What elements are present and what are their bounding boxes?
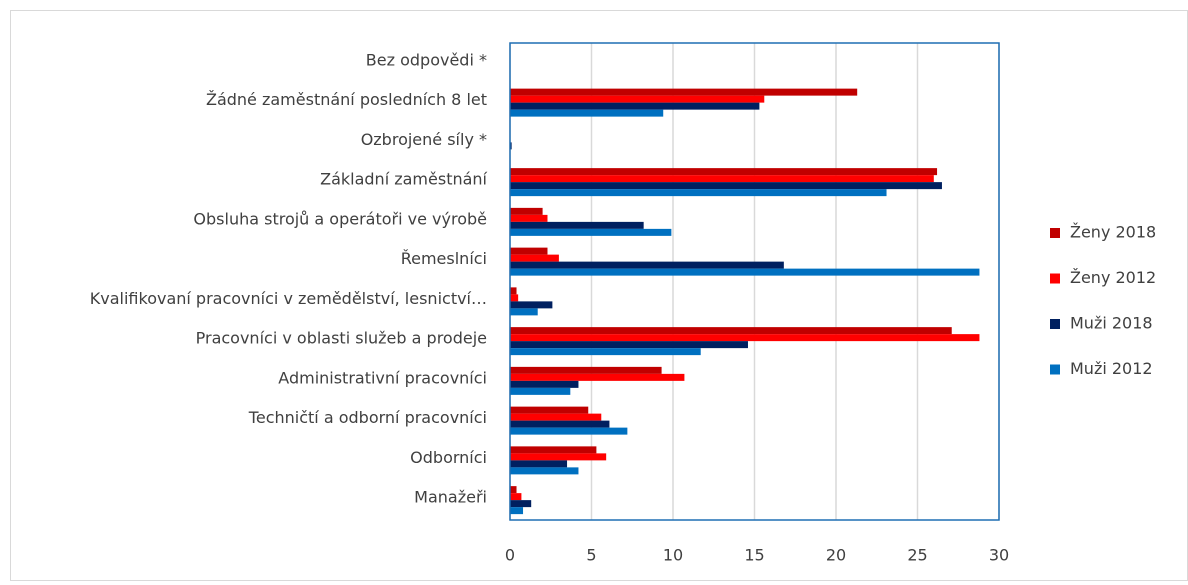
y-tick-label: Administrativní pracovníci: [278, 368, 487, 387]
bar: [510, 493, 522, 501]
bar: [510, 486, 517, 494]
bar: [510, 88, 858, 96]
bar: [510, 460, 568, 468]
x-tick-label: 10: [663, 546, 683, 565]
bar: [510, 175, 934, 183]
legend-swatch: [1050, 228, 1060, 238]
bar: [510, 109, 664, 117]
y-tick-label: Žádné zaměstnání posledních 8 let: [206, 90, 487, 109]
bar: [510, 500, 532, 508]
bar: [510, 420, 610, 428]
bar: [510, 221, 644, 229]
y-tick-label: Kvalifikovaní pracovníci v zemědělství, …: [90, 289, 487, 308]
legend-label: Ženy 2018: [1070, 223, 1156, 242]
bar: [510, 228, 672, 236]
y-tick-label: Základní zaměstnání: [320, 170, 487, 189]
bar: [510, 467, 579, 475]
bar: [510, 327, 952, 335]
y-tick-label: Pracovníci v oblasti služeb a prodeje: [196, 329, 487, 348]
bar: [510, 373, 685, 381]
plot-frame: [509, 42, 1000, 521]
bar: [510, 387, 571, 395]
bar: [510, 334, 980, 342]
y-tick-label: Řemeslníci: [401, 249, 487, 268]
bar: [510, 348, 701, 356]
bar: [510, 102, 760, 110]
legend-label: Muži 2012: [1070, 359, 1153, 378]
y-tick-label: Ozbrojené síly *: [361, 130, 487, 149]
y-tick-label: Manažeři: [414, 488, 487, 507]
bar: [510, 366, 662, 374]
bar: [510, 380, 579, 388]
x-tick-label: 30: [989, 546, 1009, 565]
bar: [510, 168, 938, 176]
bar: [510, 294, 519, 302]
y-tick-label: Bez odpovědi *: [366, 50, 487, 69]
bar: [510, 406, 589, 414]
bar: [510, 142, 512, 150]
bar: [510, 413, 602, 421]
x-tick-label: 0: [505, 546, 515, 565]
y-tick-label: Odborníci: [410, 448, 487, 467]
bar: [510, 182, 942, 190]
legend-swatch: [1050, 319, 1060, 329]
bar: [510, 214, 548, 222]
bar: [510, 308, 538, 316]
bar: [510, 427, 628, 435]
y-tick-label: Techničtí a odborní pracovníci: [248, 408, 487, 427]
bar: [510, 95, 765, 103]
bar: [510, 261, 784, 269]
y-tick-label: Obsluha strojů a operátoři ve výrobě: [193, 209, 487, 228]
x-tick-label: 25: [907, 546, 927, 565]
bar: [510, 254, 559, 262]
legend-label: Ženy 2012: [1070, 268, 1156, 287]
legend-swatch: [1050, 364, 1060, 375]
bar: [510, 446, 597, 454]
bar: [510, 287, 517, 295]
x-tick-label: 20: [826, 546, 846, 565]
bar: [510, 207, 543, 215]
bar: [510, 341, 748, 349]
bar: [510, 189, 887, 197]
bar: [510, 507, 524, 515]
x-tick-label: 15: [744, 546, 764, 565]
legend-swatch: [1050, 273, 1060, 284]
bar: [510, 301, 553, 309]
legend-label: Muži 2018: [1070, 314, 1153, 333]
bar: [510, 453, 607, 461]
x-tick-label: 5: [586, 546, 596, 565]
bar: [510, 247, 548, 255]
bar: [510, 268, 980, 276]
